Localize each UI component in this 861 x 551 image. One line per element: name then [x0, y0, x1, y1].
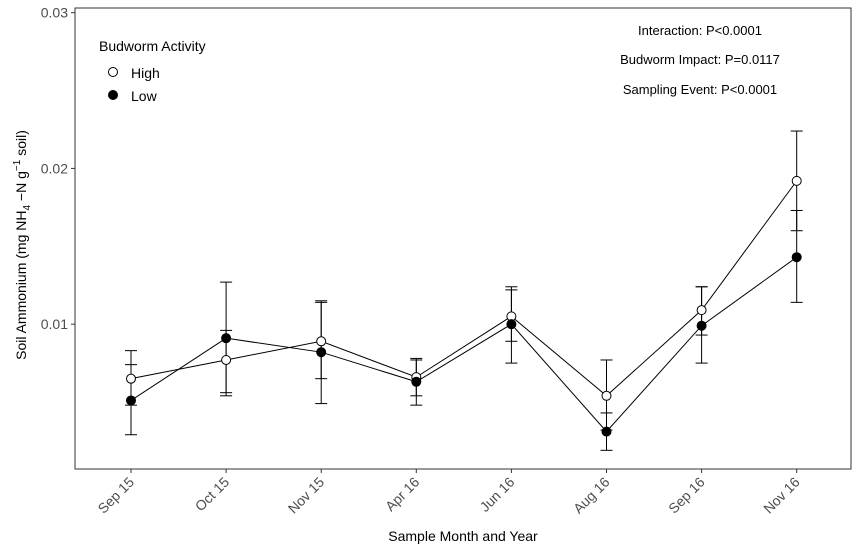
y-tick-label: 0.01 [41, 316, 68, 332]
x-tick-label: Nov 15 [285, 474, 328, 517]
legend-label-low: Low [131, 88, 158, 104]
annotation-budworm-impact: Budworm Impact: P=0.0117 [620, 52, 780, 67]
data-point [601, 426, 612, 437]
data-point [601, 390, 612, 401]
data-point [791, 175, 802, 186]
x-tick-label: Oct 15 [192, 474, 233, 515]
data-point [696, 305, 707, 316]
y-axis: 0.01 0.02 0.03 [41, 5, 75, 332]
x-tick-label: Apr 16 [382, 474, 423, 515]
y-axis-title: Soil Ammonium (mg NH4 −N g−1 soil) [12, 130, 33, 360]
data-point [411, 376, 422, 387]
legend-key-low [108, 90, 118, 100]
data-point [791, 252, 802, 263]
plot-panel [74, 7, 852, 470]
x-tick-label: Sep 16 [665, 474, 708, 517]
x-tick-label: Sep 15 [94, 474, 137, 517]
series-line [130, 180, 798, 397]
x-tick-label: Jun 16 [476, 474, 517, 515]
legend-title: Budworm Activity [99, 38, 206, 54]
y-axis-title-prefix: Soil Ammonium (mg NH [13, 211, 29, 360]
data-point [696, 320, 707, 331]
data-point [126, 373, 136, 384]
y-axis-title-suffix: soil) [13, 130, 29, 160]
data-point [221, 354, 232, 365]
y-axis-title-mid: −N g [13, 171, 29, 205]
legend-key-high [108, 67, 118, 77]
data-point [221, 333, 232, 344]
data-point [126, 395, 136, 406]
legend-label-high: High [131, 65, 160, 81]
points-low [126, 252, 802, 437]
x-tick-label: Nov 16 [760, 474, 803, 517]
x-axis: Sep 15 Oct 15 Nov 15 Apr 16 Jun 16 Aug 16 Sep … [94, 469, 803, 516]
y-tick-label: 0.03 [41, 5, 68, 21]
y-axis-title-subscript: 4 [22, 205, 33, 211]
annotations: Interaction: P<0.0001 Budworm Impact: P=… [620, 23, 780, 97]
annotation-interaction: Interaction: P<0.0001 [638, 23, 762, 38]
y-tick-label: 0.02 [41, 160, 68, 176]
x-axis-title: Sample Month and Year [388, 528, 538, 544]
y-axis-title-superscript: −1 [12, 159, 23, 171]
data-point [316, 347, 327, 358]
series-layer [125, 130, 803, 451]
series-line [130, 256, 797, 433]
data-point [506, 319, 517, 330]
legend: Budworm Activity High Low [99, 38, 206, 104]
annotation-sampling-event: Sampling Event: P<0.0001 [623, 82, 777, 97]
data-point [316, 336, 327, 347]
x-tick-label: Aug 16 [570, 474, 613, 517]
